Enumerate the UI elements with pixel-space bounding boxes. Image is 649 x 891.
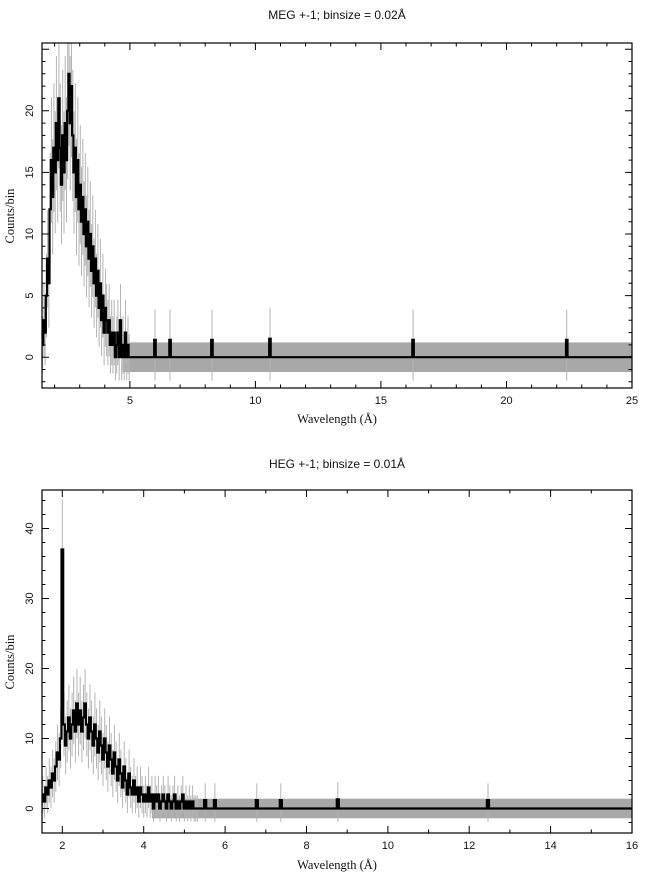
heg-panel: 2 4 6 8 10 12 14 16 0 10 20 30 40 HEG +-1; binsize =… <box>3 456 638 872</box>
y-tick-label: 30 <box>24 592 36 604</box>
y-tick-label: 5 <box>24 293 36 299</box>
x-tick-label: 8 <box>303 840 309 852</box>
y-tick-label: 20 <box>24 662 36 674</box>
meg-x-axis-label: Wavelength (Å) <box>297 412 377 426</box>
x-tick-label: 2 <box>59 840 65 852</box>
x-tick-label: 14 <box>544 840 556 852</box>
heg-y-axis-label: Counts/bin <box>3 634 17 690</box>
x-tick-label: 6 <box>222 840 228 852</box>
y-tick-label: 15 <box>24 166 36 178</box>
histogram-trace <box>42 72 632 359</box>
y-tick-label: 20 <box>24 105 36 117</box>
x-tick-label: 16 <box>626 840 638 852</box>
meg-plot-title: MEG +-1; binsize = 0.02Å <box>268 7 405 22</box>
y-tick-label: 10 <box>24 228 36 240</box>
plot-frame <box>41 489 633 834</box>
heg-x-axis-label: Wavelength (Å) <box>297 858 377 872</box>
x-tick-label: 12 <box>463 840 475 852</box>
histogram-trace <box>42 548 632 810</box>
plot-frame <box>41 42 633 389</box>
y-tick-label: 40 <box>24 522 36 534</box>
heg-plot-area: 2 4 6 8 10 12 14 16 0 10 20 30 40 <box>24 489 638 852</box>
x-tick-label: 10 <box>249 395 261 407</box>
error-bars <box>42 499 489 822</box>
axis-ticks <box>42 43 633 388</box>
meg-y-axis-label: Counts/bin <box>3 188 17 244</box>
heg-plot-title: HEG +-1; binsize = 0.01Å <box>269 456 405 471</box>
y-tick-label: 0 <box>24 354 36 360</box>
y-tick-label: 10 <box>24 732 36 744</box>
x-tick-label: 15 <box>375 395 387 407</box>
axis-ticks <box>42 490 633 833</box>
x-tick-label: 5 <box>127 395 133 407</box>
x-tick-label: 4 <box>141 840 147 852</box>
meg-panel: 5 10 15 20 25 0 5 10 15 20 MEG +-1; binsize = 0.0… <box>3 7 638 426</box>
meg-plot-area: 5 10 15 20 25 0 5 10 15 20 <box>24 42 638 407</box>
y-tick-label: 0 <box>24 805 36 811</box>
x-tick-label: 10 <box>382 840 394 852</box>
x-tick-label: 25 <box>626 395 638 407</box>
x-tick-label: 20 <box>500 395 512 407</box>
